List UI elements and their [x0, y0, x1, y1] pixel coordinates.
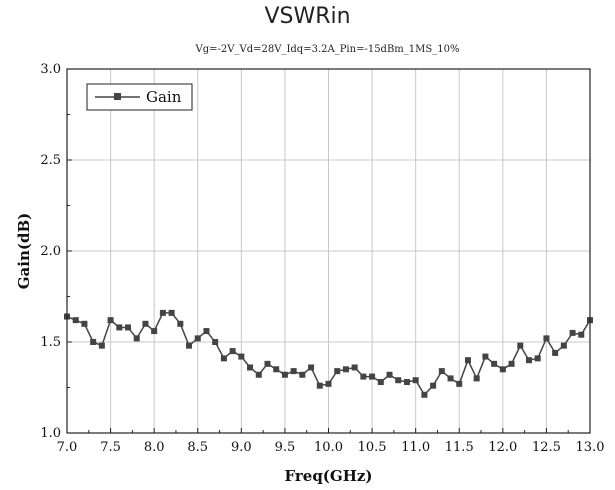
gain-data-point — [421, 391, 428, 398]
chart-subtitle: Vg=-2V_Vd=28V_Idq=3.2A_Pin=-15dBm_1MS_10… — [195, 44, 460, 55]
gain-data-point — [116, 324, 123, 331]
x-tick-label: 10.5 — [358, 440, 387, 455]
gain-data-point — [517, 342, 524, 349]
x-tick-label: 12.5 — [532, 440, 561, 455]
gain-data-point — [578, 331, 585, 338]
gain-data-point — [151, 328, 158, 335]
x-tick-label: 11.5 — [445, 440, 474, 455]
tick-labels: 7.0 7.5 8.0 8.5 9.0 9.5 10.0 10.5 11.0 11.5 12.0 12… — [40, 62, 604, 455]
gain-data-point — [255, 371, 262, 378]
gain-data-point — [438, 368, 445, 375]
legend-label: Gain — [146, 88, 182, 106]
gain-data-point — [290, 368, 297, 375]
y-tick-label: 1.5 — [40, 335, 61, 350]
gain-data-point — [133, 335, 140, 342]
x-tick-label: 8.0 — [144, 440, 165, 455]
gain-data-point — [552, 349, 559, 356]
gain-data-point — [159, 309, 166, 316]
gain-data-point — [186, 342, 193, 349]
gain-data-point — [386, 371, 393, 378]
gain-data-point — [543, 335, 550, 342]
y-axis-label: Gain(dB) — [15, 213, 33, 290]
gain-data-point — [560, 342, 567, 349]
gain-data-point — [403, 379, 410, 386]
gain-data-point — [456, 380, 463, 387]
gain-data-point — [281, 371, 288, 378]
chart-title: VSWRin — [264, 4, 351, 29]
x-tick-label: 9.5 — [275, 440, 296, 455]
gain-data-point — [168, 309, 175, 316]
gain-data-point — [299, 371, 306, 378]
gain-data-point — [142, 320, 149, 327]
gain-data-point — [508, 360, 515, 367]
y-tick-label: 2.5 — [40, 153, 61, 168]
gain-data-point — [90, 339, 97, 345]
gain-data-point — [377, 379, 384, 386]
gain-data-point — [194, 335, 201, 342]
gain-data-point — [473, 375, 480, 382]
legend-marker-icon — [114, 93, 121, 100]
gain-data-point — [273, 366, 280, 373]
gain-data-point — [464, 357, 471, 364]
legend: Gain — [86, 83, 193, 111]
gain-data-point — [351, 364, 358, 371]
gain-data-point — [125, 324, 132, 331]
gain-data-point — [395, 377, 402, 384]
x-tick-label: 8.5 — [187, 440, 208, 455]
y-tick-label: 3.0 — [40, 62, 61, 77]
gain-data-point — [482, 353, 489, 360]
gain-data-point — [525, 357, 532, 364]
x-tick-label: 9.0 — [231, 440, 252, 455]
gain-data-point — [107, 317, 114, 324]
gain-data-point — [247, 364, 254, 371]
gain-data-point — [342, 366, 349, 373]
gain-data-point — [229, 348, 236, 355]
y-tick-label: 1.0 — [40, 426, 61, 441]
gain-data-point — [308, 364, 315, 371]
gain-data-point — [325, 380, 332, 387]
gain-data-point — [203, 328, 210, 335]
gain-data-point — [569, 329, 576, 336]
gain-data-point — [369, 373, 376, 380]
gain-data-point — [264, 360, 271, 367]
gain-data-point — [212, 339, 219, 345]
gain-data-point — [412, 377, 419, 384]
gain-data-point — [491, 360, 498, 367]
gain-data-point — [499, 366, 506, 373]
x-axis-label: Freq(GHz) — [284, 467, 372, 485]
gain-data-point — [430, 382, 437, 389]
gain-data-point — [447, 375, 454, 382]
gain-data-point — [360, 373, 367, 380]
gain-data-point — [81, 320, 88, 327]
x-tick-label: 12.0 — [488, 440, 517, 455]
x-tick-label: 10.0 — [314, 440, 343, 455]
gain-data-point — [238, 353, 245, 360]
x-tick-label: 7.5 — [100, 440, 121, 455]
x-tick-label: 7.0 — [57, 440, 78, 455]
gain-data-point — [98, 342, 105, 349]
x-tick-label: 13.0 — [576, 440, 605, 455]
y-tick-label: 2.0 — [40, 244, 61, 259]
gain-data-point — [177, 320, 184, 327]
gain-data-point — [316, 382, 323, 389]
gain-data-point — [72, 317, 79, 324]
gain-data-point — [534, 355, 541, 362]
gain-data-point — [334, 368, 341, 375]
grid-lines — [67, 69, 590, 433]
gain-data-point — [220, 355, 227, 362]
x-tick-label: 11.0 — [401, 440, 430, 455]
plot-frame — [66, 68, 591, 434]
